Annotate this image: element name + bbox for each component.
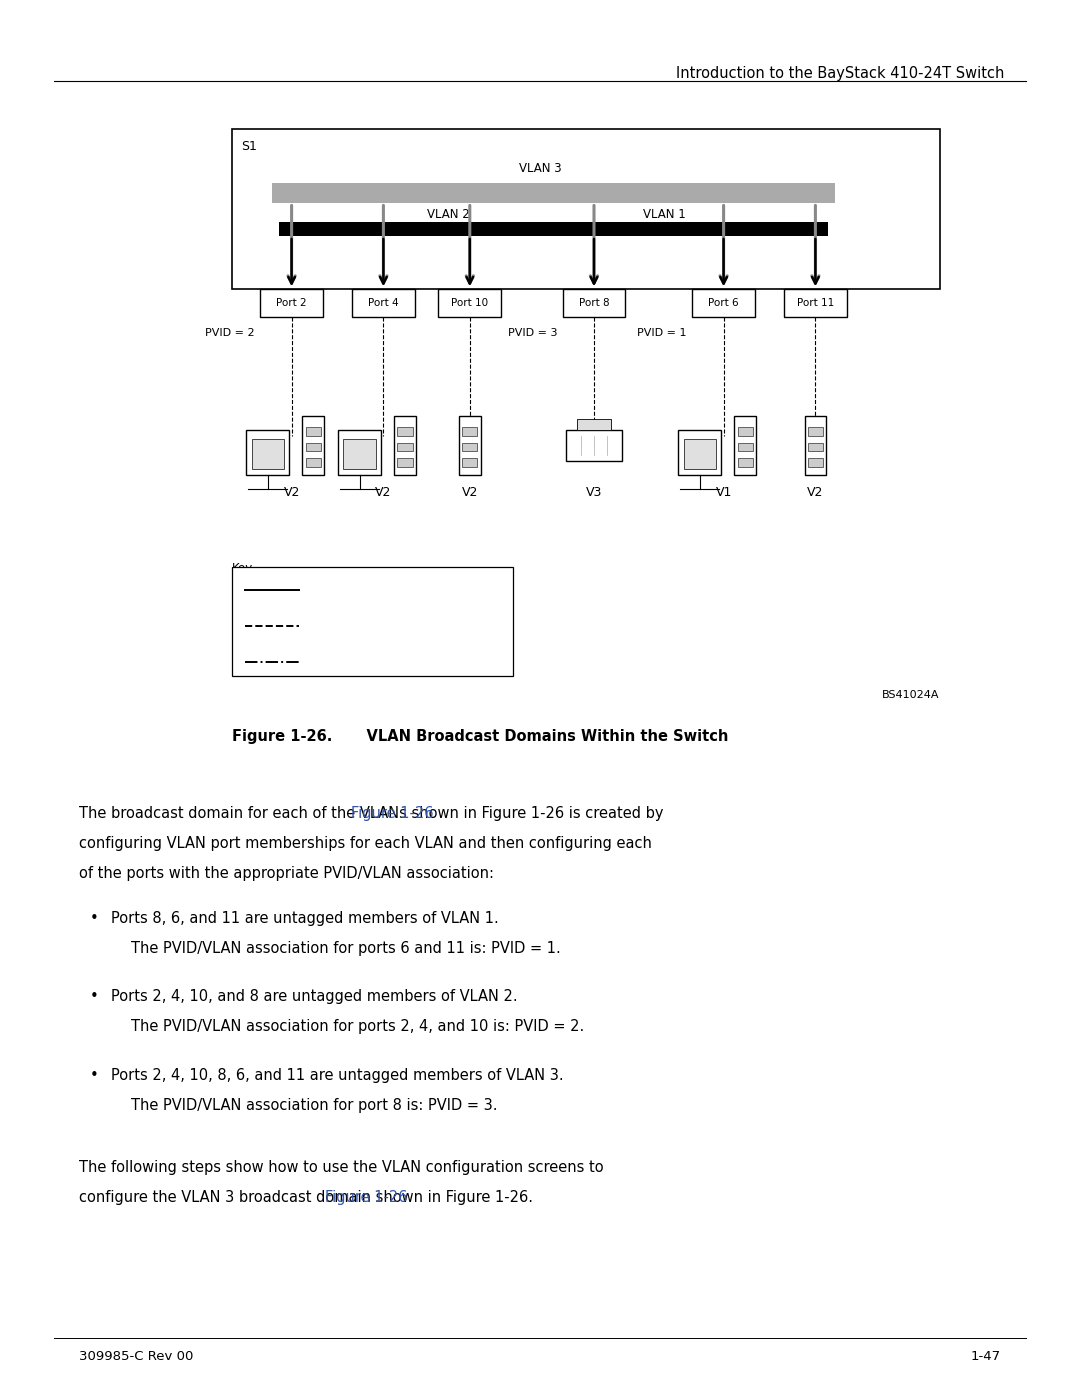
Text: V2: V2 (461, 486, 478, 499)
Text: The broadcast domain for each of the VLANs shown in Figure 1-26 is created by: The broadcast domain for each of the VLA… (79, 806, 663, 821)
Text: VLAN 3: VLAN 3 (518, 162, 562, 175)
Bar (808, 443, 823, 451)
Text: Port 10: Port 10 (451, 298, 488, 309)
Bar (738, 427, 753, 436)
Bar (306, 458, 321, 467)
Bar (808, 458, 823, 467)
Text: PVID = 1: PVID = 1 (637, 328, 687, 338)
Bar (302, 416, 324, 475)
Bar (352, 289, 415, 317)
Bar (462, 443, 477, 451)
Text: Port 4: Port 4 (368, 298, 399, 309)
Bar (459, 416, 481, 475)
Text: Ports 8, 6, and 11 are untagged members of VLAN 1.: Ports 8, 6, and 11 are untagged members … (111, 911, 499, 926)
Text: •: • (90, 911, 98, 926)
Bar (581, 222, 828, 236)
Text: VLAN 1: VLAN 1 (643, 208, 686, 221)
Text: 1-47: 1-47 (971, 1350, 1001, 1362)
Bar (734, 416, 756, 475)
Text: VLAN 1 (PVID = 1): VLAN 1 (PVID = 1) (310, 584, 413, 595)
Text: configuring VLAN port memberships for each VLAN and then configuring each: configuring VLAN port memberships for ea… (79, 835, 651, 851)
Bar (397, 458, 413, 467)
Text: Port 8: Port 8 (579, 298, 609, 309)
Bar (462, 427, 477, 436)
Bar (232, 567, 513, 676)
Bar (462, 458, 477, 467)
Bar (306, 443, 321, 451)
Bar (397, 427, 413, 436)
Text: VLAN 3 (PVID = 3): VLAN 3 (PVID = 3) (310, 657, 413, 668)
Text: 309985-C Rev 00: 309985-C Rev 00 (79, 1350, 193, 1362)
Bar (563, 289, 625, 317)
Text: PVID = 3: PVID = 3 (508, 328, 557, 338)
Text: Ports 2, 4, 10, 8, 6, and 11 are untagged members of VLAN 3.: Ports 2, 4, 10, 8, 6, and 11 are untagge… (111, 1067, 564, 1083)
Bar (272, 183, 835, 203)
Text: VLAN Broadcast Domains Within the Switch: VLAN Broadcast Domains Within the Switch (346, 729, 728, 745)
Text: The following steps show how to use the VLAN configuration screens to: The following steps show how to use the … (79, 1160, 604, 1175)
Bar (306, 427, 321, 436)
Text: Port 2: Port 2 (276, 298, 307, 309)
Text: V2: V2 (807, 486, 824, 499)
Bar (338, 430, 381, 475)
Text: Port 11: Port 11 (797, 298, 834, 309)
Text: The PVID/VLAN association for ports 6 and 11 is: PVID = 1.: The PVID/VLAN association for ports 6 an… (131, 942, 561, 956)
Text: S1: S1 (241, 140, 257, 152)
Bar (394, 416, 416, 475)
Bar (577, 419, 611, 430)
Text: V2: V2 (375, 486, 392, 499)
Bar (260, 289, 323, 317)
Bar (784, 289, 847, 317)
Bar (678, 430, 721, 475)
Text: Figure 1-26: Figure 1-26 (351, 806, 434, 821)
Bar (738, 458, 753, 467)
Text: of the ports with the appropriate PVID/VLAN association:: of the ports with the appropriate PVID/V… (79, 866, 494, 882)
Bar (252, 439, 284, 469)
Bar (738, 443, 753, 451)
Text: configure the VLAN 3 broadcast domain shown in Figure 1-26.: configure the VLAN 3 broadcast domain sh… (79, 1190, 532, 1204)
Text: Port 6: Port 6 (708, 298, 739, 309)
Text: •: • (90, 1067, 98, 1083)
Text: Key: Key (232, 562, 254, 574)
Text: •: • (90, 989, 98, 1004)
Bar (808, 427, 823, 436)
Text: The PVID/VLAN association for port 8 is: PVID = 3.: The PVID/VLAN association for port 8 is:… (131, 1098, 497, 1112)
Bar (566, 430, 622, 461)
Bar (438, 289, 501, 317)
Bar (805, 416, 826, 475)
Text: Introduction to the BayStack 410-24T Switch: Introduction to the BayStack 410-24T Swi… (676, 66, 1004, 81)
Text: VLAN 2: VLAN 2 (427, 208, 470, 221)
Text: BS41024A: BS41024A (882, 690, 940, 700)
Text: V2: V2 (283, 486, 300, 499)
Text: Ports 2, 4, 10, and 8 are untagged members of VLAN 2.: Ports 2, 4, 10, and 8 are untagged membe… (111, 989, 518, 1004)
Bar (232, 129, 940, 289)
Text: Figure 1-26: Figure 1-26 (325, 1190, 407, 1204)
Text: V1: V1 (715, 486, 732, 499)
Bar (246, 430, 289, 475)
Text: VLAN 2 (PVID = 2): VLAN 2 (PVID = 2) (310, 620, 413, 631)
Bar (397, 443, 413, 451)
Text: The PVID/VLAN association for ports 2, 4, and 10 is: PVID = 2.: The PVID/VLAN association for ports 2, 4… (131, 1020, 584, 1034)
Bar (279, 222, 607, 236)
Text: PVID = 2: PVID = 2 (205, 328, 255, 338)
Bar (343, 439, 376, 469)
Text: Figure 1-26.: Figure 1-26. (232, 729, 333, 745)
Bar (684, 439, 716, 469)
Bar (692, 289, 755, 317)
Text: V3: V3 (585, 486, 603, 499)
